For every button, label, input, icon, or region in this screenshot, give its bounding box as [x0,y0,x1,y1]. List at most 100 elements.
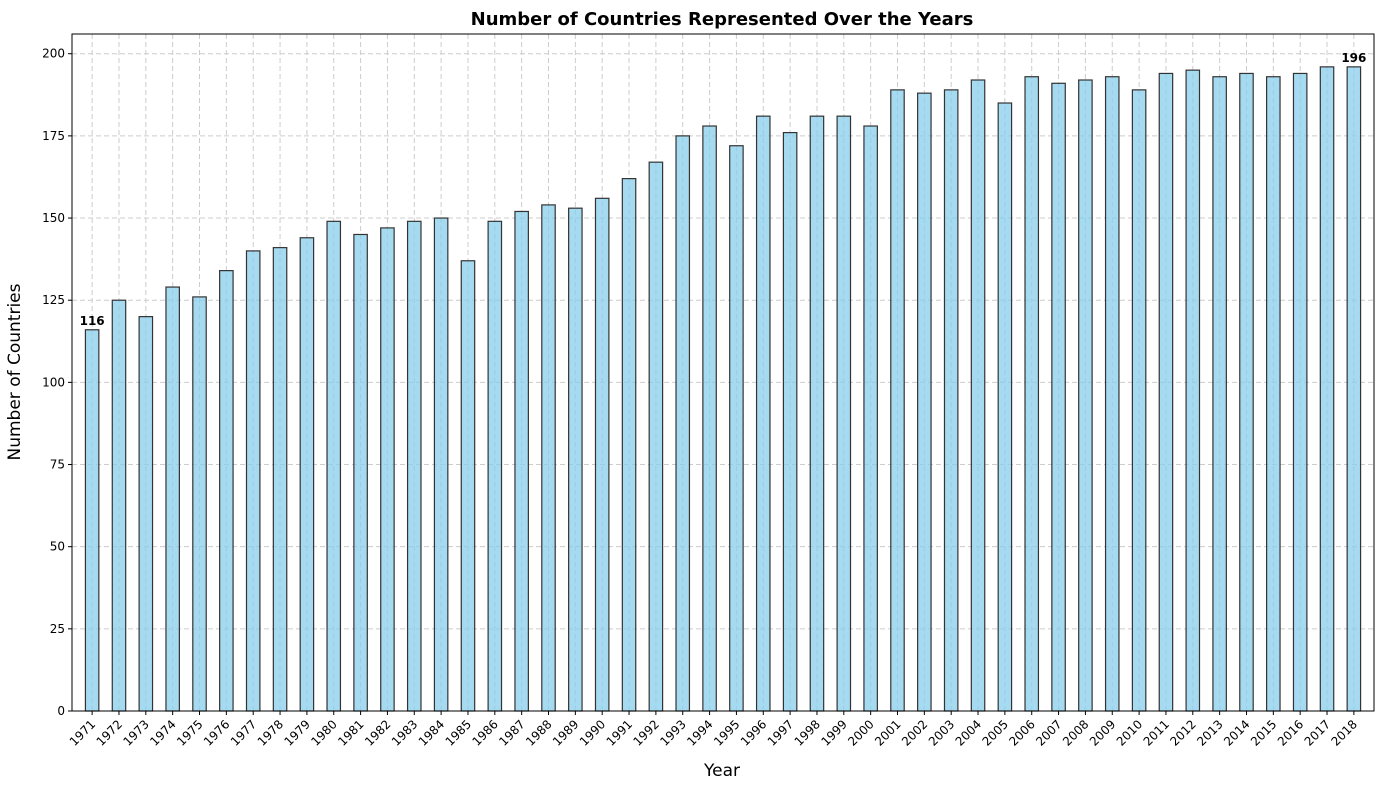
y-tick-label: 50 [50,540,65,554]
x-tick-label: 2000 [845,717,876,748]
x-tick-label: 1979 [282,717,313,748]
x-tick-label: 1999 [818,717,849,748]
bar-2006 [1024,76,1040,712]
x-tick-label: 1990 [577,717,608,748]
x-tick-label: 1994 [684,717,715,748]
x-tick-label: 2008 [1060,717,1091,748]
x-tick-label: 2006 [1006,717,1037,748]
plot-frame [71,33,1375,712]
bar-1996 [755,115,771,712]
bar-2005 [997,102,1013,712]
x-tick-label: 2009 [1087,717,1118,748]
bar-1973 [138,316,154,712]
x-tick-label: 1981 [335,717,366,748]
y-tick-label: 175 [42,129,65,143]
bar-2004 [970,79,986,712]
bar-1995 [729,145,744,712]
y-tick-label: 100 [42,375,65,389]
bar-1992 [648,161,664,712]
bar-1998 [809,115,825,712]
bar-1993 [675,135,691,712]
bar-1983 [406,220,422,712]
x-tick-label: 2004 [953,717,984,748]
y-tick-label: 25 [50,622,65,636]
x-tick-label: 2003 [926,717,957,748]
bar-1975 [192,296,207,712]
bar-1987 [514,210,529,712]
bar-1977 [245,250,261,712]
bar-1985 [460,260,476,712]
bar-1980 [326,220,342,712]
bar-2013 [1212,76,1227,712]
bar-1989 [568,207,583,712]
bar-2011 [1158,72,1174,712]
x-tick-label: 2014 [1221,717,1252,748]
bar-2018 [1346,66,1362,712]
grid [72,34,1374,712]
x-tick-label: 1989 [550,717,581,748]
bar-1990 [594,197,610,712]
x-tick-label: 1975 [174,717,205,748]
bar-2015 [1266,76,1281,712]
data-label-2018: 196 [1341,51,1366,65]
x-tick-label: 1983 [389,717,420,748]
x-tick-label: 1977 [228,717,259,748]
x-tick-label: 2012 [1167,717,1198,748]
bar-1974 [165,286,180,712]
x-tick-label: 1997 [765,717,796,748]
x-tick-label: 1987 [496,717,527,748]
x-tick-label: 1998 [792,717,823,748]
bar-2000 [863,125,878,712]
bar-1978 [272,247,288,712]
x-tick-label: 2017 [1302,717,1333,748]
bar-1979 [299,237,315,712]
x-tick-label: 1973 [120,717,151,748]
bar-1981 [353,233,368,712]
bar-1999 [836,115,852,712]
y-tick-label: 0 [57,704,65,718]
bar-2014 [1239,72,1254,712]
bar-1986 [487,220,503,712]
x-tick-label: 1974 [147,717,178,748]
x-tick-label: 1984 [416,717,447,748]
bar-2017 [1319,66,1335,712]
x-tick-label: 2010 [1114,717,1145,748]
x-tick-label: 1980 [308,717,339,748]
bar-1984 [433,217,449,712]
y-tick-label: 75 [50,458,65,472]
y-tick-label: 150 [42,211,65,225]
bar-2016 [1292,72,1308,712]
bar-2002 [917,92,932,712]
x-tick-label: 1972 [94,717,125,748]
x-tick-label: 1985 [443,717,474,748]
bar-2008 [1078,79,1093,712]
x-tick-label: 1976 [201,717,232,748]
x-tick-label: 2011 [1141,717,1172,748]
axes [68,33,1375,715]
x-tick-label: 2013 [1194,717,1225,748]
y-axis-label: Number of Countries [5,283,25,460]
x-tick-label: 2001 [872,717,903,748]
bar-1976 [219,270,234,712]
y-tick-label: 125 [42,293,65,307]
x-tick-label: 2016 [1275,717,1306,748]
x-tick-label: 1971 [67,717,98,748]
x-tick-label: 2002 [899,717,930,748]
x-tick-label: 1992 [631,717,662,748]
x-tick-label: 1991 [604,717,635,748]
bar-1991 [621,178,637,712]
bar-2010 [1131,89,1147,712]
bars [84,66,1362,712]
bar-2001 [890,89,905,712]
bar-1982 [380,227,395,712]
x-tick-label: 1988 [523,717,554,748]
bar-1994 [702,125,717,712]
x-tick-label: 2005 [979,717,1010,748]
bar-2007 [1051,82,1066,712]
x-tick-label: 1986 [469,717,500,748]
bar-2012 [1185,69,1201,712]
x-tick-label: 1995 [711,717,742,748]
bar-2009 [1104,76,1120,712]
